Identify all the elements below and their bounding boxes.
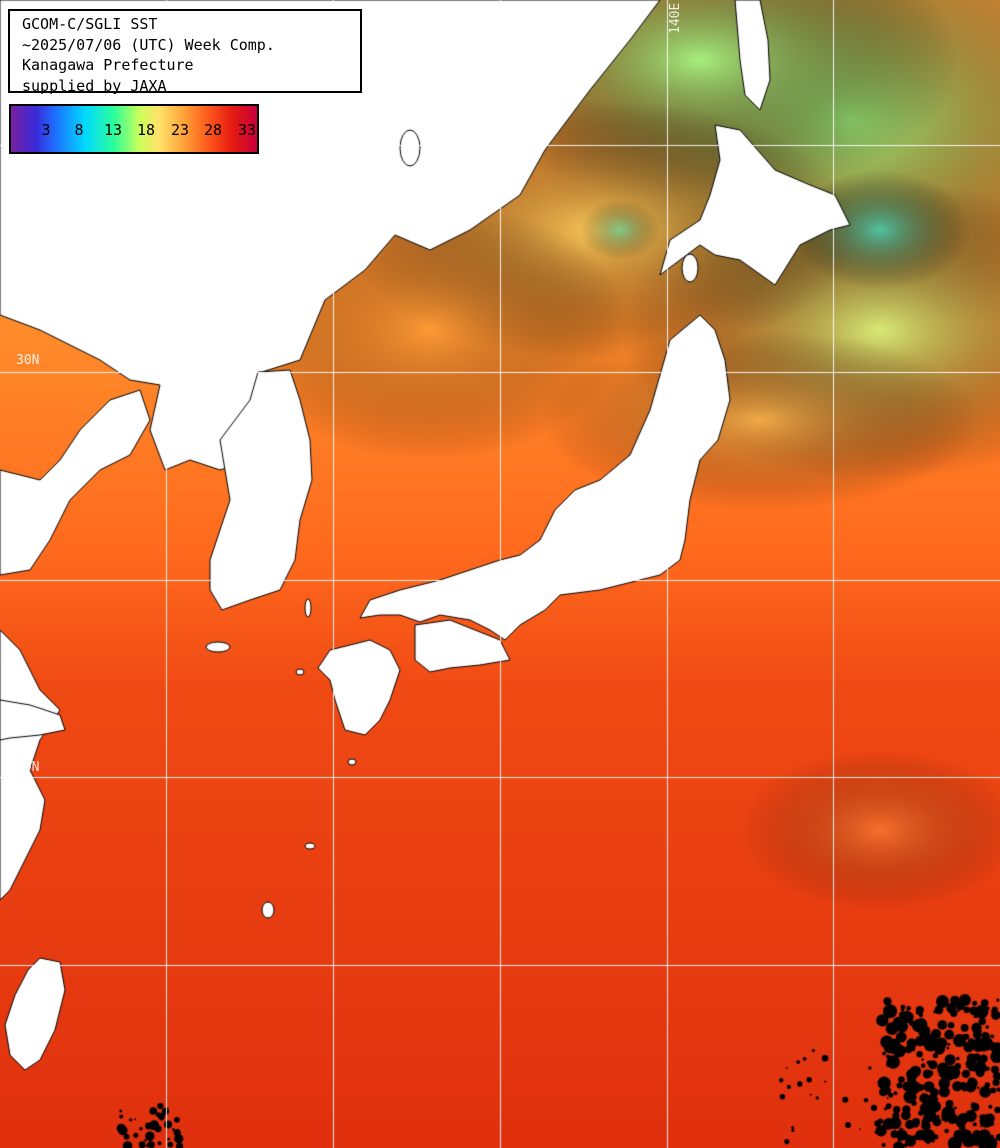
colorbar-tick: 23 [170, 121, 190, 139]
colorbar-tick: 28 [203, 121, 223, 139]
colorbar-tick: 33 [237, 121, 257, 139]
supplier-label: supplied by JAXA [22, 76, 167, 95]
region-label: Kanagawa Prefecture [22, 56, 194, 74]
colorbar-tick: 8 [74, 121, 84, 139]
colorbar-tick: 18 [136, 121, 156, 139]
latitude-label-20n: 20N [16, 760, 40, 775]
date-label: ~2025/07/06 (UTC) Week Comp. [22, 35, 275, 54]
temperature-colorbar: 3 8 13 18 23 28 33 [9, 104, 259, 154]
latitude-label-30n: 30N [16, 353, 40, 368]
longitude-label-140e: 140E [668, 2, 683, 34]
colorbar-tick: 3 [41, 121, 51, 139]
colorbar-tick: 13 [103, 121, 123, 139]
colorbar-labels: 3 8 13 18 23 28 33 [11, 121, 257, 141]
map-info-box: GCOM-C/SGLI SST ~2025/07/06 (UTC) Week C… [8, 9, 362, 95]
product-title: GCOM-C/SGLI SST [22, 15, 158, 33]
